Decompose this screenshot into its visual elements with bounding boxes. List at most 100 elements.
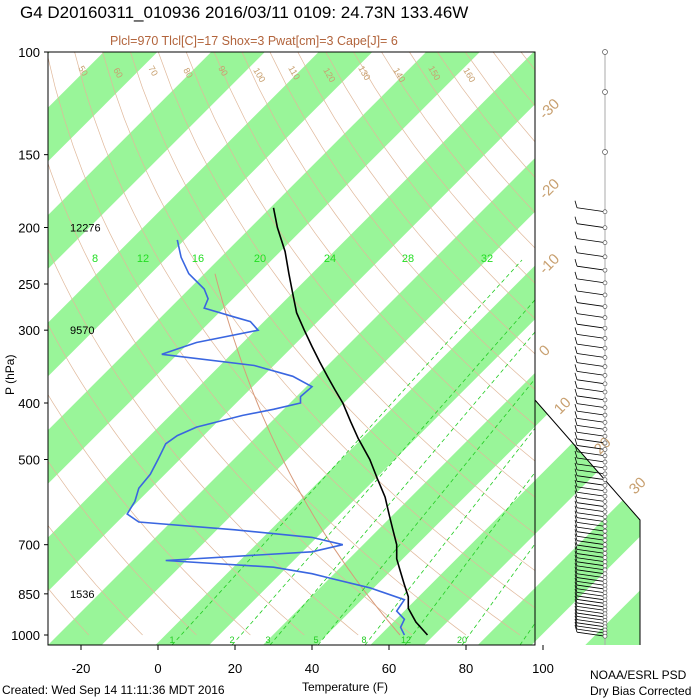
wind-barb-station — [602, 493, 608, 499]
mixing-ratio-lines — [171, 259, 535, 645]
dry-adiabat-line — [241, 52, 535, 426]
isotherm-band-right — [535, 52, 640, 645]
wind-barb-flag — [574, 283, 578, 292]
wind-barb-flag — [574, 216, 578, 224]
wind-barb-flag — [574, 519, 578, 528]
wind-barb-station — [602, 405, 608, 410]
isotherm-band-right — [693, 0, 700, 645]
wind-barb-flag — [574, 566, 578, 574]
wind-barb-station — [602, 471, 608, 477]
mixing-ratio-label: 8 — [92, 253, 98, 265]
wind-barb-flag — [574, 495, 578, 503]
wind-barb-shaft — [576, 622, 606, 628]
wind-barb-station — [602, 397, 608, 403]
mixing-ratio-line — [461, 543, 535, 645]
y-tick-label: 150 — [18, 148, 40, 163]
wind-barb-shaft — [576, 475, 606, 481]
dry-adiabat-label: 90 — [216, 64, 230, 78]
wind-barb-shaft — [576, 591, 606, 597]
wind-barb-shaft — [576, 628, 606, 634]
wind-barb-station — [602, 555, 608, 560]
wind-barb-flag — [574, 550, 578, 558]
wind-barb-station — [602, 488, 608, 494]
wind-barb-flag — [574, 444, 578, 452]
wind-barb-flag — [574, 500, 578, 508]
wind-barb-flag — [574, 355, 578, 363]
wind-barb-shaft — [576, 463, 606, 469]
wind-barb-shaft — [576, 223, 606, 229]
wind-barb-shaft — [576, 323, 606, 329]
dry-adiabat-label: 100 — [251, 66, 267, 84]
wind-barb-shaft — [576, 535, 606, 541]
wind-barb-flag — [574, 411, 578, 419]
wind-barb-station — [602, 440, 608, 446]
wind-barb-station — [602, 254, 608, 260]
wind-barb-flag — [574, 505, 578, 513]
wind-barb-shaft — [576, 502, 606, 508]
isotherm-label: 0 — [536, 342, 554, 360]
wind-barb-station — [602, 575, 608, 581]
height-label: 12276 — [70, 223, 101, 235]
wind-barb-shaft — [576, 561, 606, 567]
wind-barb-flag — [574, 524, 578, 532]
dry-adiabat-line — [157, 52, 535, 535]
wind-barb-shaft — [576, 497, 606, 502]
wind-barb-flag — [574, 570, 578, 578]
wind-barb-flag — [574, 612, 578, 620]
y-tick-label: 250 — [18, 277, 40, 292]
dry-adiabat-label: 50 — [76, 64, 90, 78]
isotherm-band — [155, 265, 535, 645]
isotherm-bands — [48, 0, 700, 645]
wind-calm-marker — [602, 149, 608, 155]
wind-barb-shaft — [576, 491, 606, 497]
wind-barb-shaft — [576, 278, 606, 284]
wind-barb-station — [602, 412, 608, 418]
isotherm-band — [370, 480, 535, 645]
dry-adiabat-line — [48, 393, 251, 636]
y-tick-label: 200 — [18, 221, 40, 236]
wind-barb-shaft — [576, 387, 606, 393]
wind-barb-flag — [574, 346, 578, 354]
mixing-ratio-bottom-label: 3 — [265, 635, 270, 645]
mixing-ratio-bottom-label: 8 — [361, 635, 366, 645]
wind-barb-flag — [574, 554, 578, 562]
dry-adiabat-line — [48, 247, 359, 636]
wind-barb-station — [602, 482, 608, 488]
wind-barb-shaft — [576, 612, 606, 618]
wind-barb-flag — [574, 271, 578, 279]
mixing-ratio-bottom-label: 20 — [457, 635, 467, 645]
dry-adiabat-line — [48, 323, 305, 636]
isotherm-label: 10 — [551, 394, 575, 418]
wind-barb-shaft — [576, 588, 606, 594]
dry-adiabat-line — [48, 587, 89, 636]
wind-barb-flag — [574, 609, 578, 617]
wind-barbs — [574, 49, 608, 639]
wind-barb-station — [602, 563, 608, 569]
dry-adiabat-line — [297, 52, 535, 355]
wind-barb-station — [602, 633, 608, 639]
credit-line-2: Dry Bias Corrected — [590, 684, 692, 698]
mixing-ratio-bottom-label: 1 — [169, 635, 174, 645]
y-axis-label: P (hPa) — [3, 355, 17, 395]
wind-barb-station — [602, 240, 608, 245]
isotherm-band — [48, 52, 373, 377]
wind-barb-shaft — [576, 302, 606, 307]
wind-barb-shaft — [576, 343, 606, 349]
wind-barb-station — [602, 542, 608, 548]
isotherm-band — [693, 0, 700, 645]
x-tick-label: 40 — [305, 661, 319, 676]
wind-barb-flag — [574, 438, 578, 446]
wind-barb-flag — [574, 490, 578, 498]
dry-adiabat-line — [213, 52, 535, 462]
wind-barb-shaft — [576, 573, 606, 579]
isotherm-band — [48, 158, 535, 645]
mixing-ratio-line — [231, 299, 535, 645]
wind-barb-shaft — [576, 605, 606, 611]
wind-barb-flag — [574, 510, 578, 518]
mixing-ratio-label: 16 — [192, 253, 204, 265]
wind-barb-flag — [574, 327, 578, 335]
wind-barb-flag — [574, 529, 578, 537]
isotherm-band — [48, 52, 535, 592]
wind-barb-shaft — [576, 417, 606, 423]
isotherm-label: -30 — [536, 95, 563, 122]
